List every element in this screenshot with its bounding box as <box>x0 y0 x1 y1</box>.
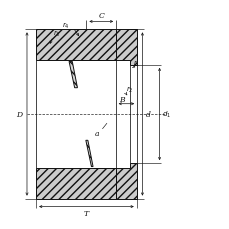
Polygon shape <box>85 141 93 167</box>
Text: D: D <box>16 111 22 118</box>
Text: B: B <box>119 95 124 103</box>
Text: $r_1$: $r_1$ <box>132 58 140 68</box>
Polygon shape <box>69 62 77 88</box>
Text: $r_2$: $r_2$ <box>125 85 133 95</box>
Text: a: a <box>94 130 98 138</box>
Polygon shape <box>72 30 136 65</box>
Polygon shape <box>36 168 116 199</box>
Text: $d_1$: $d_1$ <box>161 109 170 120</box>
Text: C: C <box>98 12 104 20</box>
Text: $r_3$: $r_3$ <box>53 29 60 39</box>
Polygon shape <box>94 164 136 199</box>
Text: d: d <box>145 111 150 118</box>
Text: $r_4$: $r_4$ <box>62 21 69 31</box>
Polygon shape <box>36 30 116 61</box>
Text: T: T <box>84 209 89 217</box>
